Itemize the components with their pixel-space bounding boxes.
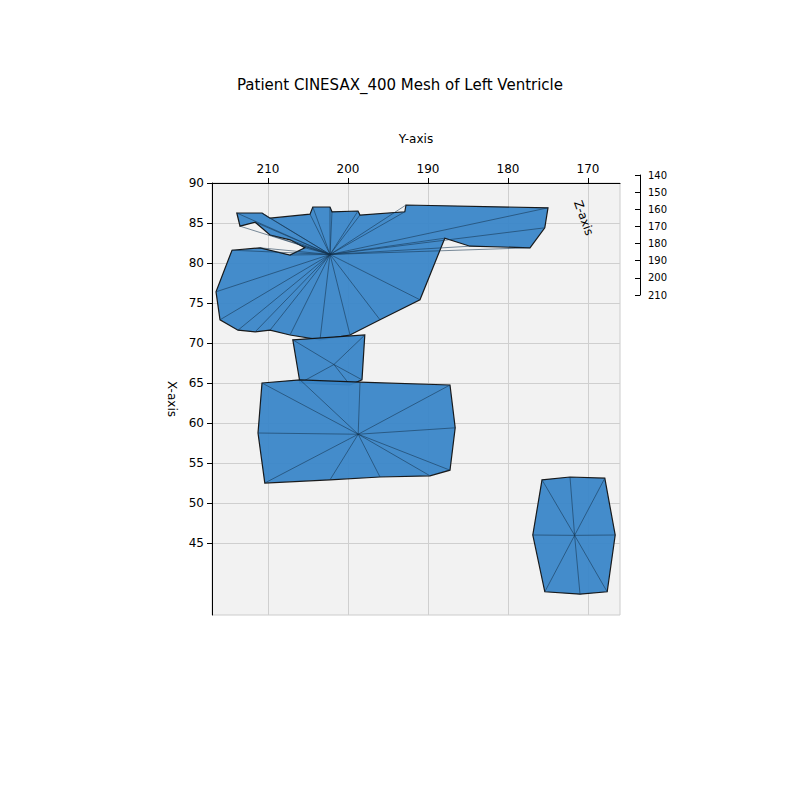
svg-text:200: 200 — [648, 272, 667, 283]
svg-text:150: 150 — [648, 187, 667, 198]
svg-text:170: 170 — [648, 221, 667, 232]
svg-text:180: 180 — [497, 162, 520, 176]
svg-text:160: 160 — [648, 204, 667, 215]
svg-text:75: 75 — [189, 296, 204, 310]
svg-text:200: 200 — [337, 162, 360, 176]
svg-text:140: 140 — [648, 170, 667, 181]
svg-text:210: 210 — [257, 162, 280, 176]
svg-text:65: 65 — [189, 376, 204, 390]
svg-text:45: 45 — [189, 536, 204, 550]
svg-text:Z-axis: Z-axis — [571, 198, 597, 237]
svg-text:210: 210 — [648, 290, 667, 301]
svg-text:70: 70 — [189, 336, 204, 350]
svg-text:Y-axis: Y-axis — [398, 132, 433, 146]
svg-text:180: 180 — [648, 238, 667, 249]
svg-text:X-axis: X-axis — [165, 381, 179, 417]
svg-text:55: 55 — [189, 456, 204, 470]
svg-text:190: 190 — [648, 255, 667, 266]
svg-text:90: 90 — [189, 176, 204, 190]
svg-text:60: 60 — [189, 416, 204, 430]
svg-text:170: 170 — [577, 162, 600, 176]
svg-text:50: 50 — [189, 496, 204, 510]
svg-text:Patient CINESAX_400 Mesh of Le: Patient CINESAX_400 Mesh of Left Ventric… — [237, 76, 563, 95]
svg-text:80: 80 — [189, 256, 204, 270]
svg-text:85: 85 — [189, 216, 204, 230]
svg-text:190: 190 — [417, 162, 440, 176]
